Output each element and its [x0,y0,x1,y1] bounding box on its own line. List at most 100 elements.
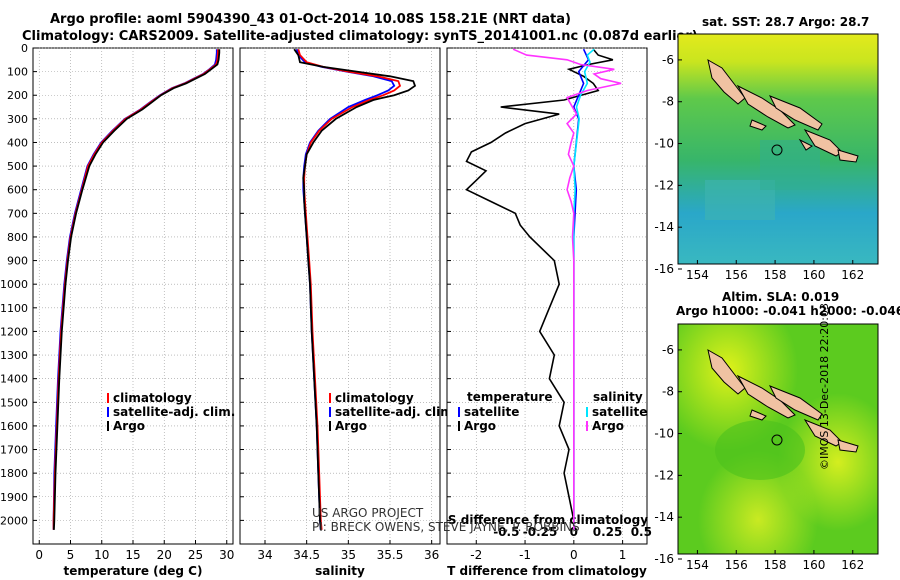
sla-map-ytick-label: -8 [662,385,674,399]
title-line-2: Climatology: CARS2009. Satellite-adjuste… [22,29,698,44]
temp-xlabel: temperature (deg C) [64,564,203,578]
sal-xtick-label: 34 [257,548,272,562]
y-tick-label: 900 [7,255,28,268]
sal-legend-label: satellite-adj. clim. [335,405,457,419]
sla-map-ytick-label: -6 [662,343,674,357]
sla-map-xtick-label: 156 [725,558,748,572]
title-line-1: Argo profile: aoml 5904390_43 01-Oct-201… [50,12,571,27]
sal-xtick-label: 34.5 [293,548,320,562]
temp-xtick-label: 10 [94,548,109,562]
y-tick-label: 100 [7,66,28,79]
diff-right-legend-label: Argo [592,419,624,433]
diff-xtick-label: -2 [470,548,482,562]
temp-legend-label: climatology [113,391,192,405]
y-tick-label: 200 [7,89,28,102]
diff-legend-left-title: temperature [467,390,552,404]
temp-xtick-label: 30 [219,548,234,562]
y-tick-label: 1000 [0,278,28,291]
diff-series-s-argo [512,48,622,530]
imos-watermark: ©IMOS 13-Dec-2018 22:20:03 [818,303,831,470]
diff-series-group [465,48,622,530]
sla-map-xtick-label: 160 [802,558,825,572]
sla-map-xtick-label: 162 [841,558,864,572]
sal-series-argo [293,48,417,530]
diff-top-xlabel: S difference from climatology [448,513,648,527]
sst-map-ytick-label: -6 [662,53,674,67]
temp-series-argo [53,49,221,530]
y-tick-label: 1300 [0,349,28,362]
diff-xlabel: T difference from climatology [447,564,647,578]
sst-map-ytick-label: -12 [654,178,674,192]
y-tick-label: 600 [7,184,28,197]
temp-frame [32,47,234,545]
sal-xtick-label: 36 [424,548,439,562]
sal-xlabel: salinity [315,564,365,578]
sal-legend-label: climatology [335,391,414,405]
y-tick-label: 1800 [0,467,28,480]
sst-map-xtick-label: 156 [725,268,748,282]
us-argo-project-label: US ARGO PROJECT [312,506,424,520]
temp-legend-label: satellite-adj. clim. [113,405,235,419]
diff-xtick-label: 0 [570,548,578,562]
sla-map-ytick-label: -16 [654,552,674,566]
diff-xtick-label: -1 [519,548,531,562]
diff-left-legend-label: satellite [464,405,519,419]
sst-argo-position [771,144,783,156]
sst-map-islands [707,59,859,163]
sst-map-xtick-label: 158 [764,268,787,282]
sla-map-ytick-label: -14 [654,510,674,524]
sst-map-frame [677,33,879,265]
y-tick-label: 500 [7,160,28,173]
sla-argo-position [771,434,783,446]
sal-xtick-label: 35 [341,548,356,562]
y-tick-label: 1400 [0,373,28,386]
y-tick-label: 1200 [0,325,28,338]
sst-map-xtick-label: 162 [841,268,864,282]
y-tick-label: 2000 [0,514,28,527]
y-tick-label: 400 [7,136,28,149]
sst-map-xtick-label: 160 [802,268,825,282]
diff-top-xtick-label: 0.25 [593,525,623,539]
temp-xtick-label: 25 [188,548,203,562]
sst-map-title: sat. SST: 28.7 Argo: 28.7 [702,15,870,29]
sla-map [678,324,878,554]
diff-frame [446,47,648,545]
sla-map-frame [677,323,879,555]
diff-top-xtick-label: -0.25 [523,525,558,539]
sla-map-title-1: Altim. SLA: 0.019 [722,290,840,304]
sal-frame [239,47,441,545]
diff-legend-right-title: salinity [593,390,643,404]
y-tick-label: 1600 [0,420,28,433]
diff-top-xtick-label: -0.5 [493,525,519,539]
y-tick-label: 0 [21,42,28,55]
y-tick-label: 1500 [0,396,28,409]
diff-top-xtick-label: 0 [570,525,578,539]
sst-map-ytick-label: -14 [654,220,674,234]
y-tick-label: 1100 [0,302,28,315]
sal-series-group [293,48,417,530]
sst-map-ytick-label: -16 [654,262,674,276]
temp-xtick-label: 5 [67,548,75,562]
temp-legend-label: Argo [113,419,145,433]
sla-map-islands [707,349,859,453]
sla-map-xtick-label: 158 [764,558,787,572]
sla-map-ytick-label: -10 [654,427,674,441]
diff-xtick-label: 1 [619,548,627,562]
diff-series-t-argo [465,48,614,530]
sst-map-xtick-label: 154 [686,268,709,282]
temp-xtick-label: 20 [157,548,172,562]
diff-top-xtick-label: 0.5 [631,525,652,539]
temp-xtick-label: 0 [35,548,43,562]
sst-map-ytick-label: -8 [662,95,674,109]
diff-right-legend-label: satellite [592,405,647,419]
y-tick-label: 1700 [0,444,28,457]
pi-names-label: PI: BRECK OWENS, STEVE JAYNE, P. ROBBINS [312,520,580,534]
y-tick-label: 1900 [0,491,28,504]
sla-map-xtick-label: 154 [686,558,709,572]
temp-series-group [52,49,221,530]
y-tick-label: 700 [7,207,28,220]
sal-xtick-label: 35.5 [377,548,404,562]
sla-map-ytick-label: -12 [654,468,674,482]
sst-map [678,34,878,264]
